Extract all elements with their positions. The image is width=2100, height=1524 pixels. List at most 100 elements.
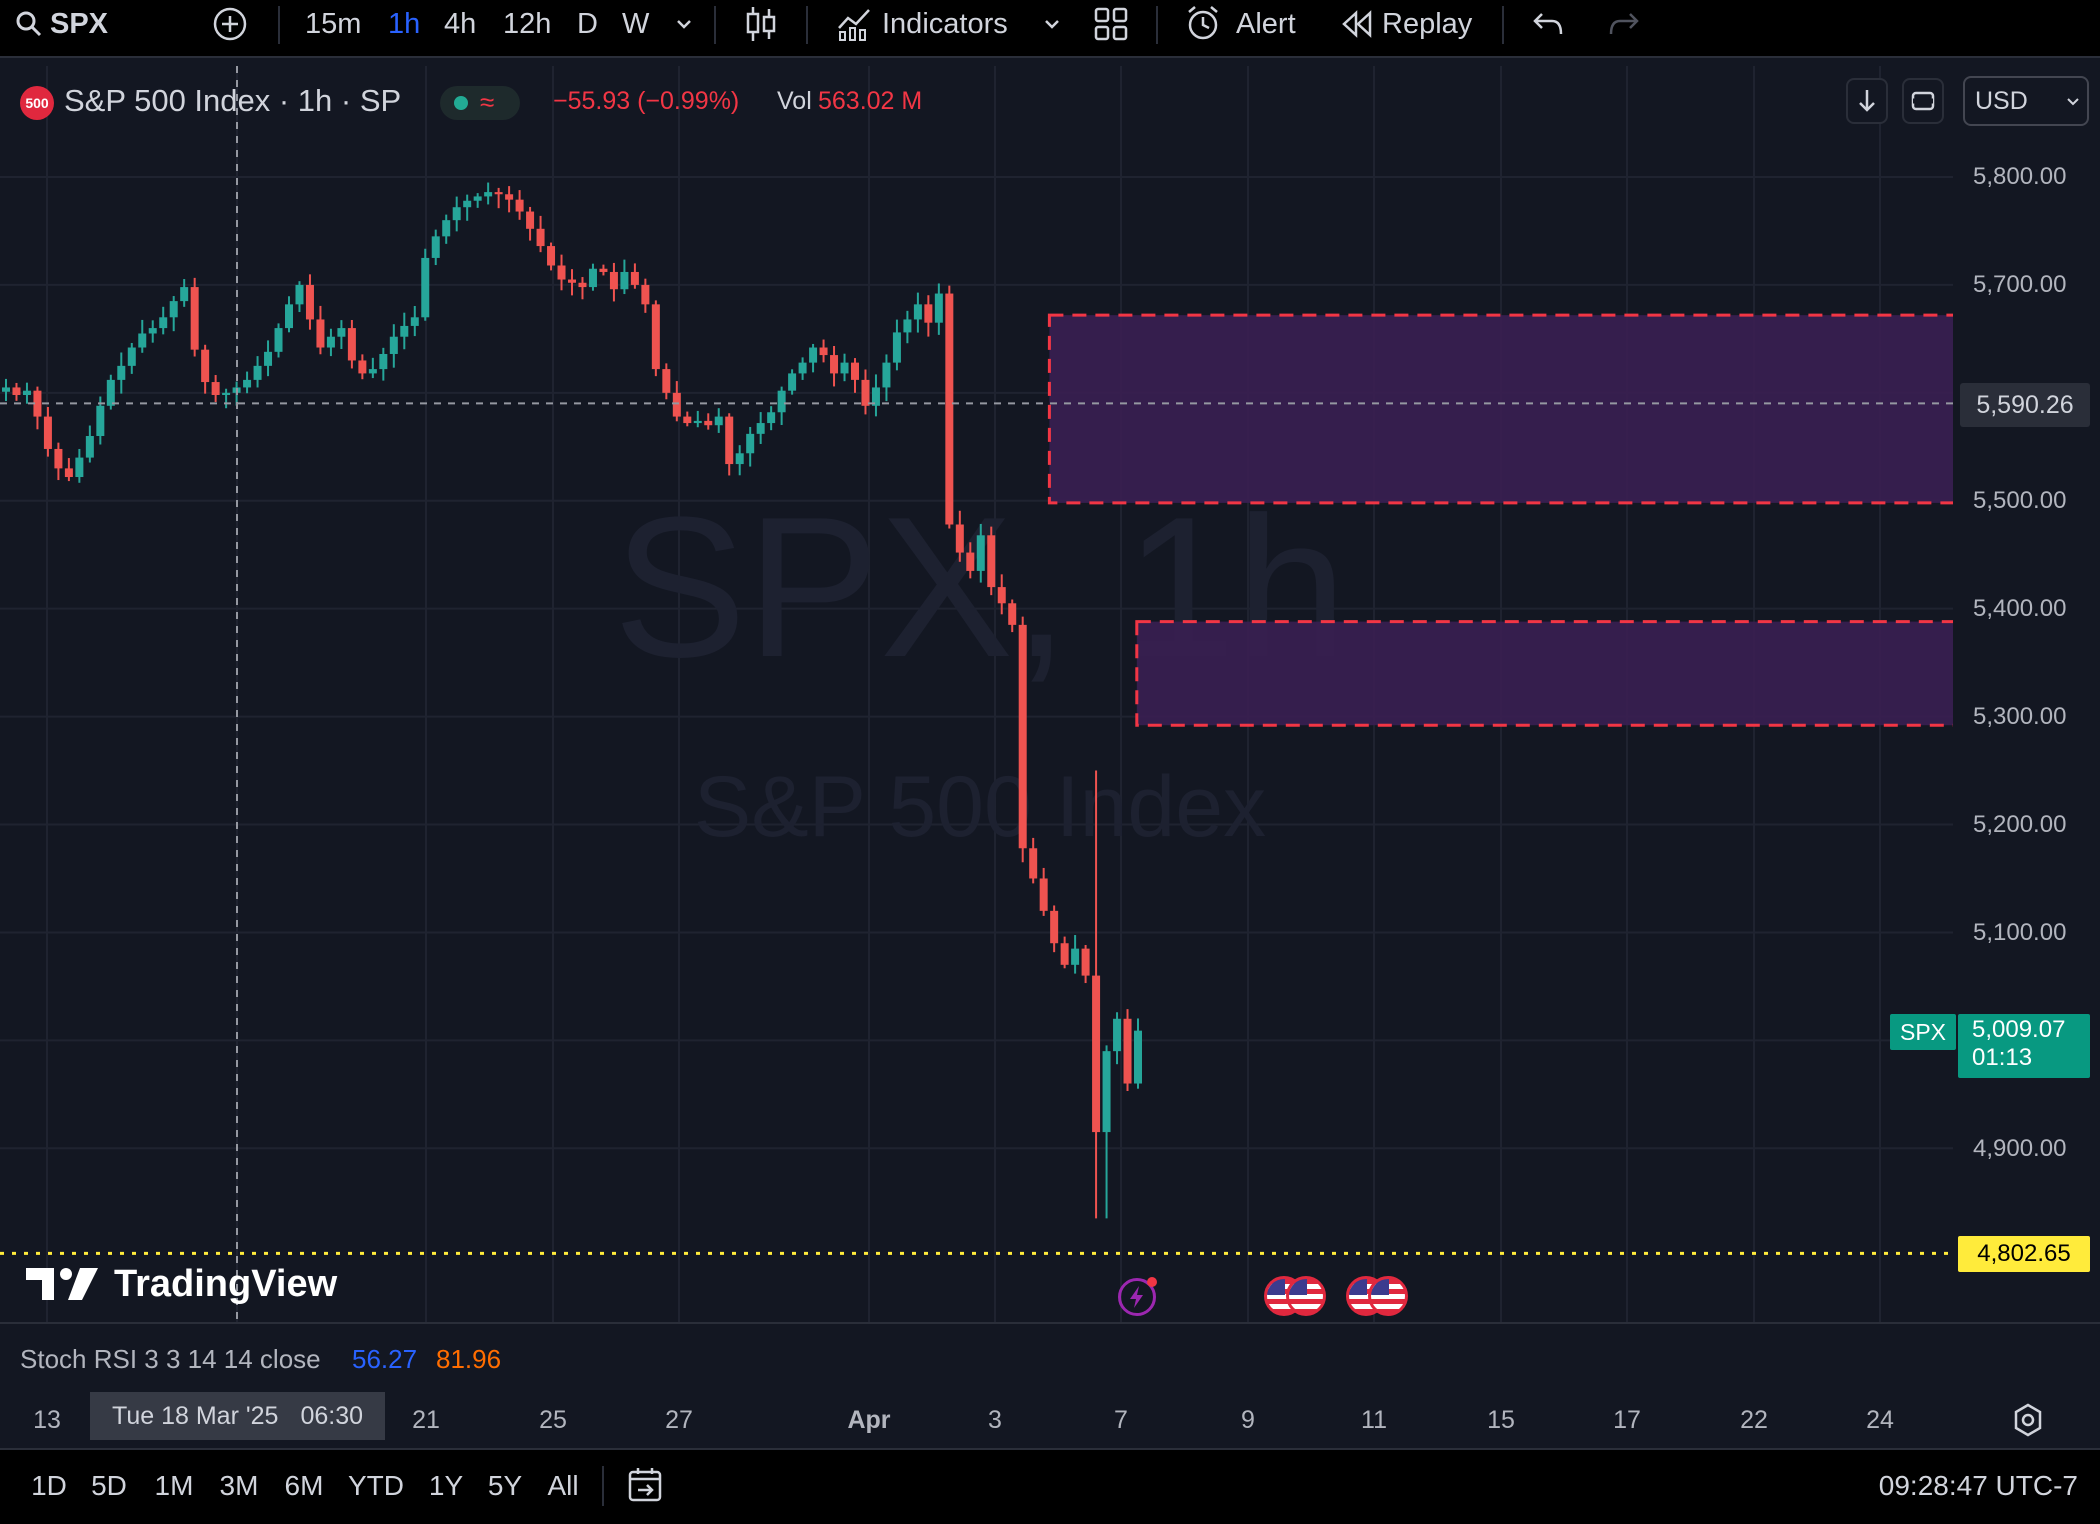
chart-legend: 500 S&P 500 Index · 1h · SP ≈ −55.93 (−0… (0, 66, 1953, 136)
lightning-icon (1130, 1286, 1143, 1308)
alarm-clock-icon (1188, 6, 1218, 40)
candle-body (934, 293, 943, 323)
axis-settings-button[interactable] (2010, 1402, 2046, 1443)
low-line-price-label: 4,802.65 (1958, 1236, 2090, 1272)
bar-countdown: 01:13 (1972, 1044, 2033, 1071)
candle-body (211, 382, 220, 395)
range-5d[interactable]: 5D (91, 1470, 127, 1501)
interval-dropdown[interactable] (672, 0, 696, 48)
range-all[interactable]: All (547, 1470, 579, 1501)
candle-body (997, 587, 1006, 604)
stoch-d-value: 81.96 (436, 1344, 502, 1374)
candle-body (651, 304, 660, 370)
chevron-down-icon (677, 20, 691, 29)
candle-body (326, 336, 335, 348)
candle-body (851, 362, 859, 380)
interval-4h[interactable]: 4h (444, 7, 477, 40)
indicators-button[interactable]: Indicators (836, 0, 1008, 48)
candle-body (777, 390, 786, 413)
chart-type-button[interactable] (744, 0, 778, 48)
alert-label: Alert (1236, 7, 1296, 40)
range-1m[interactable]: 1M (154, 1470, 194, 1501)
range-1d[interactable]: 1D (31, 1470, 67, 1501)
candle-body (704, 420, 713, 426)
rewind-icon (1342, 10, 1372, 38)
rectangle-drawings[interactable] (1047, 313, 1953, 727)
candle-body (222, 392, 231, 395)
candle-body (526, 211, 535, 229)
indicators-label: Indicators (882, 7, 1008, 40)
replay-button[interactable]: Replay (1340, 0, 1472, 48)
interval-12h[interactable]: 12h (503, 7, 552, 40)
interval-1h[interactable]: 1h (388, 7, 421, 40)
grid-layout-icon (1094, 7, 1128, 41)
candle-body (924, 304, 933, 323)
indicators-dropdown[interactable] (1040, 0, 1064, 48)
interval-d[interactable]: D (577, 7, 598, 40)
interval-w[interactable]: W (622, 7, 650, 40)
symbol-search-button[interactable]: SPX (14, 0, 108, 48)
tradingview-logo[interactable]: TradingView (24, 1256, 337, 1312)
candle-body (127, 347, 136, 366)
chart-title[interactable]: S&P 500 Index · 1h · SP (64, 83, 402, 118)
price-tick: 5,400.00 (1973, 595, 2067, 622)
last-price-symbol-tag: SPX (1890, 1014, 1956, 1050)
interval-15m[interactable]: 15m (305, 7, 362, 40)
us-flag-event-icon[interactable] (1368, 1276, 1408, 1316)
crosshair-time-label: Tue 18 Mar '25 06:30 (90, 1392, 385, 1440)
candles-icon (746, 7, 776, 41)
price-tick: 5,300.00 (1973, 703, 2067, 730)
symbol-logo: 500 (20, 86, 54, 120)
candle-body (452, 207, 461, 221)
candle-body (285, 304, 293, 329)
candle-body (693, 420, 702, 424)
candle-body (410, 317, 419, 326)
us-flag-event-icon[interactable] (1286, 1276, 1326, 1316)
range-6m[interactable]: 6M (284, 1470, 324, 1501)
go-to-date-button[interactable] (626, 1466, 666, 1511)
redo-button[interactable] (1608, 0, 1640, 48)
candle-body (662, 369, 671, 393)
clock-timezone[interactable]: 09:28:47 UTC-7 (1878, 1470, 2078, 1501)
calendar-arrow-icon (628, 1468, 662, 1502)
chevron-down-icon (2067, 98, 2079, 106)
stoch-k-value: 56.27 (352, 1344, 418, 1374)
candle-body (253, 365, 262, 380)
candle-body (295, 284, 304, 305)
scroll-down-button[interactable] (1846, 78, 1888, 124)
price-tick: 5,200.00 (1973, 811, 2067, 838)
time-tick: 3 (988, 1406, 1002, 1434)
compare-symbol-button[interactable] (212, 0, 248, 48)
candle-body (1008, 603, 1017, 625)
top-toolbar: SPX 15m 1h 4h 12h D W Indicators (0, 0, 2100, 58)
event-lightning-icon[interactable] (1118, 1277, 1157, 1316)
time-tick: 17 (1613, 1406, 1641, 1434)
price-tick: 5,800.00 (1973, 163, 2067, 190)
range-ytd[interactable]: YTD (348, 1470, 404, 1501)
candle-body (599, 268, 608, 272)
range-1y[interactable]: 1Y (428, 1470, 464, 1501)
layout-button[interactable] (1094, 0, 1128, 48)
candle-body (1081, 948, 1090, 976)
indicator-label[interactable]: Stoch RSI 3 3 14 14 close (20, 1344, 321, 1374)
candle-body (809, 347, 818, 363)
range-5y[interactable]: 5Y (487, 1470, 523, 1501)
alert-button[interactable]: Alert (1184, 0, 1296, 48)
undo-button[interactable] (1532, 0, 1564, 48)
candle-body (264, 351, 273, 366)
time-tick: 11 (1361, 1406, 1387, 1434)
indicator-pane[interactable]: Stoch RSI 3 3 14 14 close 56.27 81.96 (0, 1322, 2100, 1394)
reset-scale-button[interactable] (1902, 78, 1944, 124)
candle-body (347, 328, 356, 361)
currency-select[interactable]: USD (1963, 76, 2089, 126)
candle-body (1071, 948, 1080, 965)
range-3m[interactable]: 3M (219, 1470, 259, 1501)
price-axis[interactable]: 5,800.00 5,700.00 5,500.00 5,400.00 5,30… (1953, 66, 2100, 1324)
candle-body (85, 436, 94, 458)
candle-body (43, 416, 52, 449)
time-tick: Apr (847, 1406, 891, 1434)
market-status[interactable]: ≈ (440, 86, 520, 120)
candle-body (1050, 910, 1059, 944)
candle-body (316, 319, 325, 348)
price-chart[interactable]: SPX, 1h S&P 500 Index (0, 66, 1953, 1324)
